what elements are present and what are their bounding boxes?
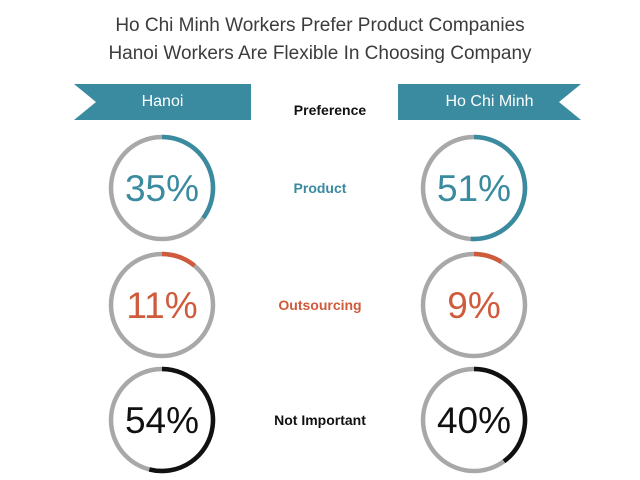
- donut-arc-hanoi-product: [161, 134, 216, 220]
- title-line-2: Hanoi Workers Are Flexible In Choosing C…: [108, 43, 532, 64]
- preference-label: Preference: [293, 102, 367, 118]
- category-label-not-important: Not Important: [274, 412, 366, 428]
- donut-arc-hanoi-not-important: [148, 366, 216, 474]
- value-label-hanoi-outsourcing: 11%: [126, 285, 197, 326]
- ribbon-shape-right: [398, 84, 581, 120]
- title-line-1: Ho Chi Minh Workers Prefer Product Compa…: [115, 15, 525, 36]
- value-label-ho-chi-minh-product: 51%: [437, 168, 511, 209]
- value-label-ho-chi-minh-not-important: 40%: [437, 400, 511, 441]
- hanoi-label: Hanoi: [141, 93, 184, 110]
- ho-chi-minh-ribbon: Ho Chi Minh: [398, 84, 581, 120]
- value-label-hanoi-product: 35%: [125, 168, 199, 209]
- donut-arc-ho-chi-minh-product: [470, 134, 528, 242]
- category-label-product: Product: [294, 180, 347, 196]
- donut-arc-hanoi-outsourcing: [161, 251, 196, 268]
- donut-arc-ho-chi-minh-not-important: [473, 366, 528, 464]
- ribbon-shape-left: [74, 84, 251, 120]
- category-label-outsourcing: Outsourcing: [278, 297, 361, 313]
- ho-chi-minh-label: Ho Chi Minh: [445, 93, 534, 110]
- donut-arc-ho-chi-minh-outsourcing: [473, 251, 503, 264]
- hanoi-ribbon: Hanoi: [74, 84, 251, 120]
- value-label-ho-chi-minh-outsourcing: 9%: [447, 285, 500, 326]
- value-label-hanoi-not-important: 54%: [125, 400, 199, 441]
